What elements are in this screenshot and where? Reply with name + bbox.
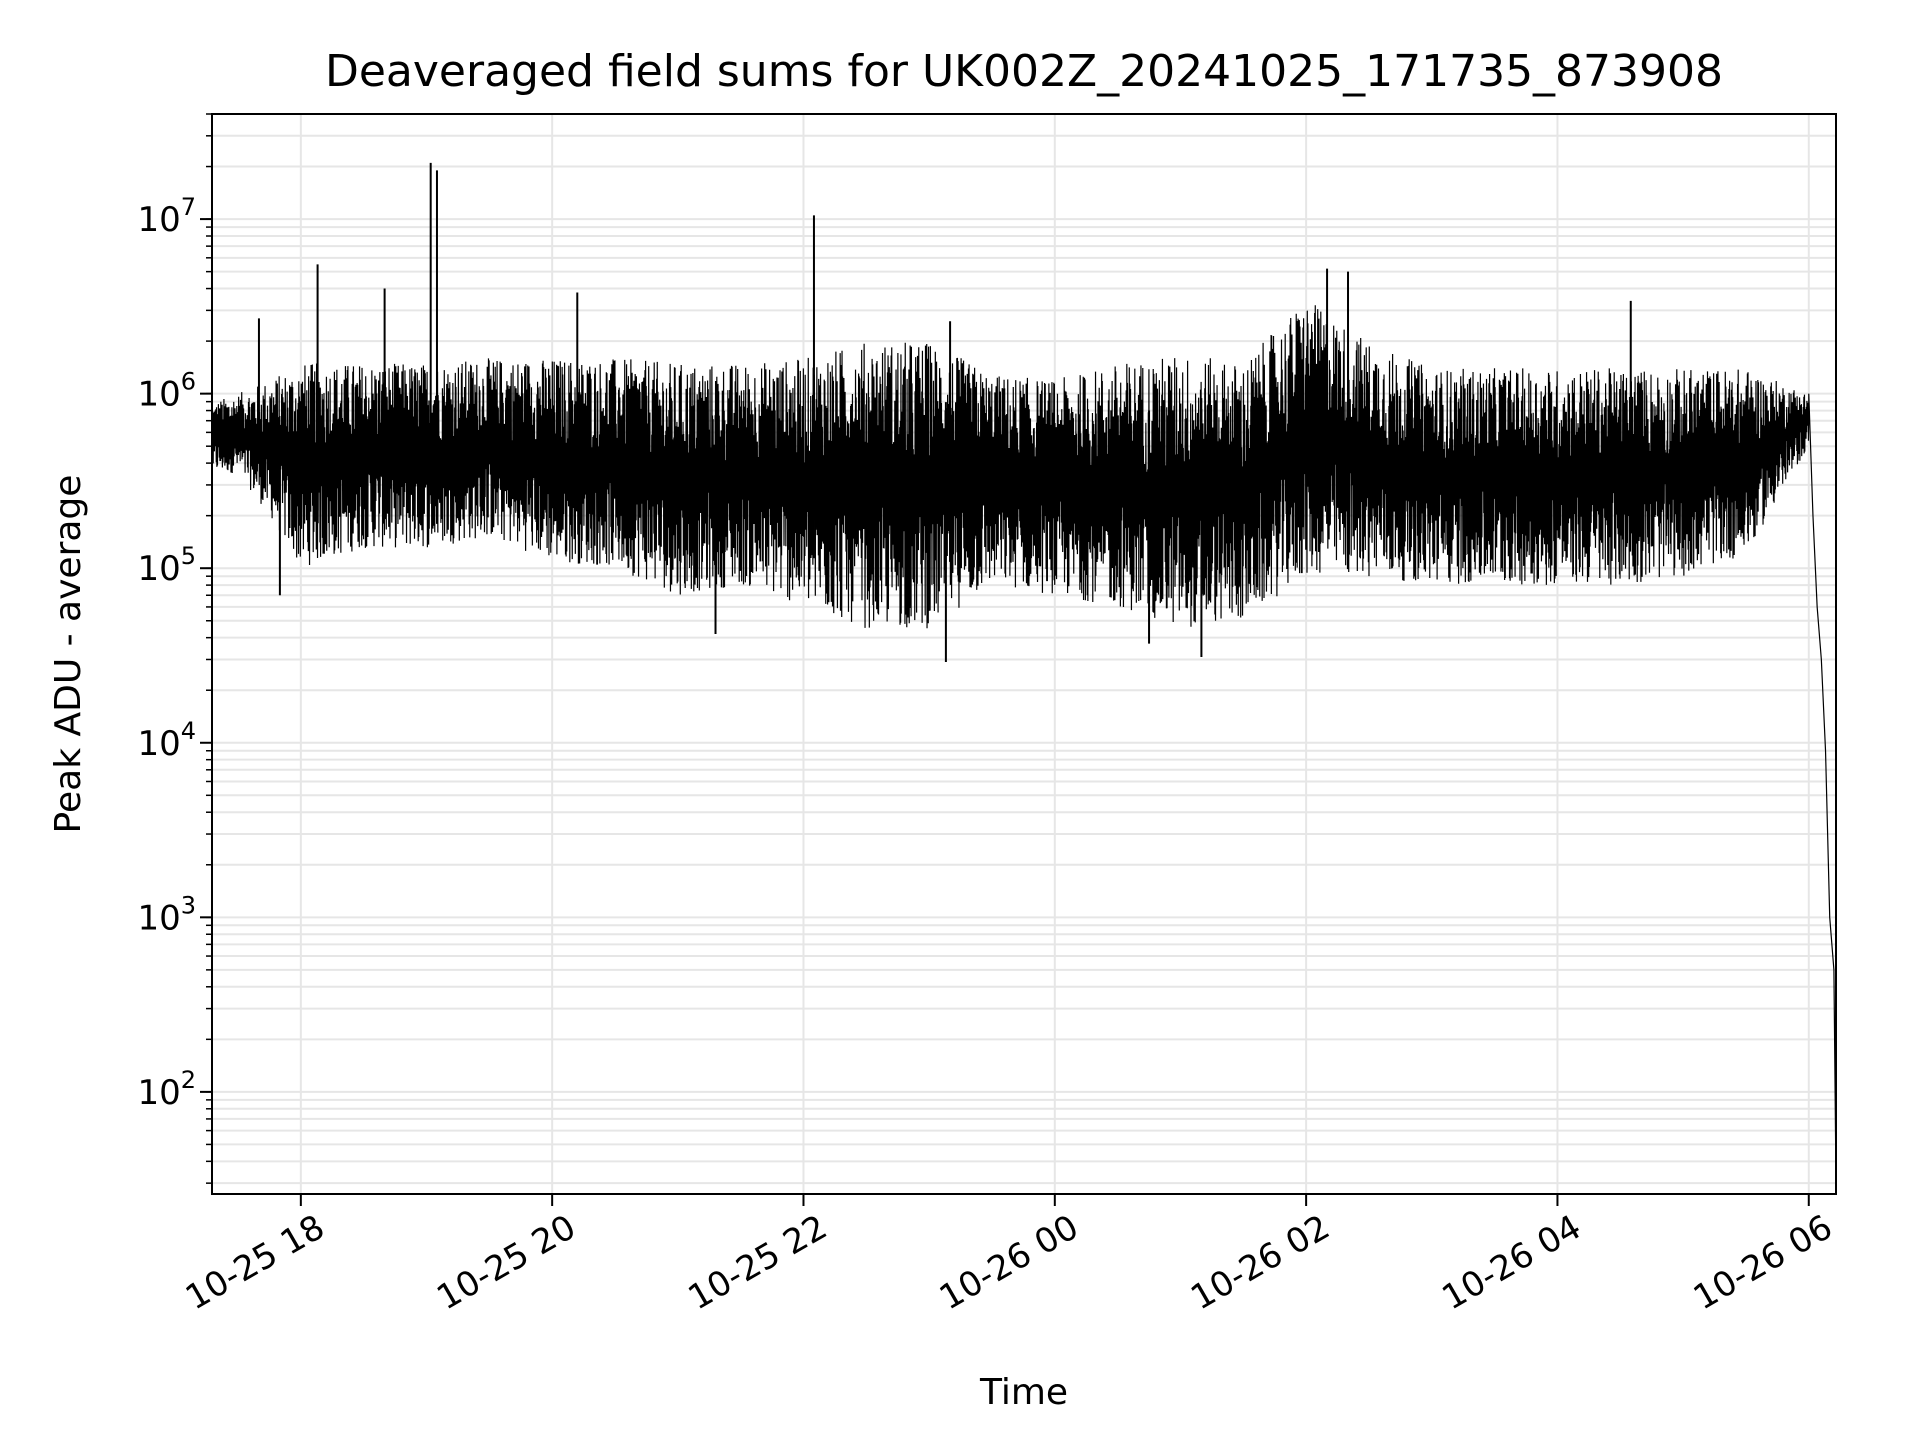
y-tick-label: 106 — [137, 368, 196, 415]
series-line — [212, 305, 1837, 1184]
y-tick-label: 107 — [137, 193, 196, 240]
plot-frame — [211, 113, 1837, 1195]
y-tick-label: 104 — [137, 717, 196, 764]
x-axis-label: Time — [979, 1372, 1068, 1413]
y-tick-label: 102 — [137, 1066, 196, 1113]
data-series — [212, 162, 1837, 1184]
y-axis-label: Peak ADU - average — [48, 475, 89, 834]
y-axis: 102 103 104 105 106 107 — [137, 113, 212, 1184]
y-tick-label: 103 — [137, 891, 196, 938]
chart-title: Deaveraged field sums for UK002Z_2024102… — [325, 46, 1723, 97]
y-tick-label: 105 — [137, 542, 196, 589]
